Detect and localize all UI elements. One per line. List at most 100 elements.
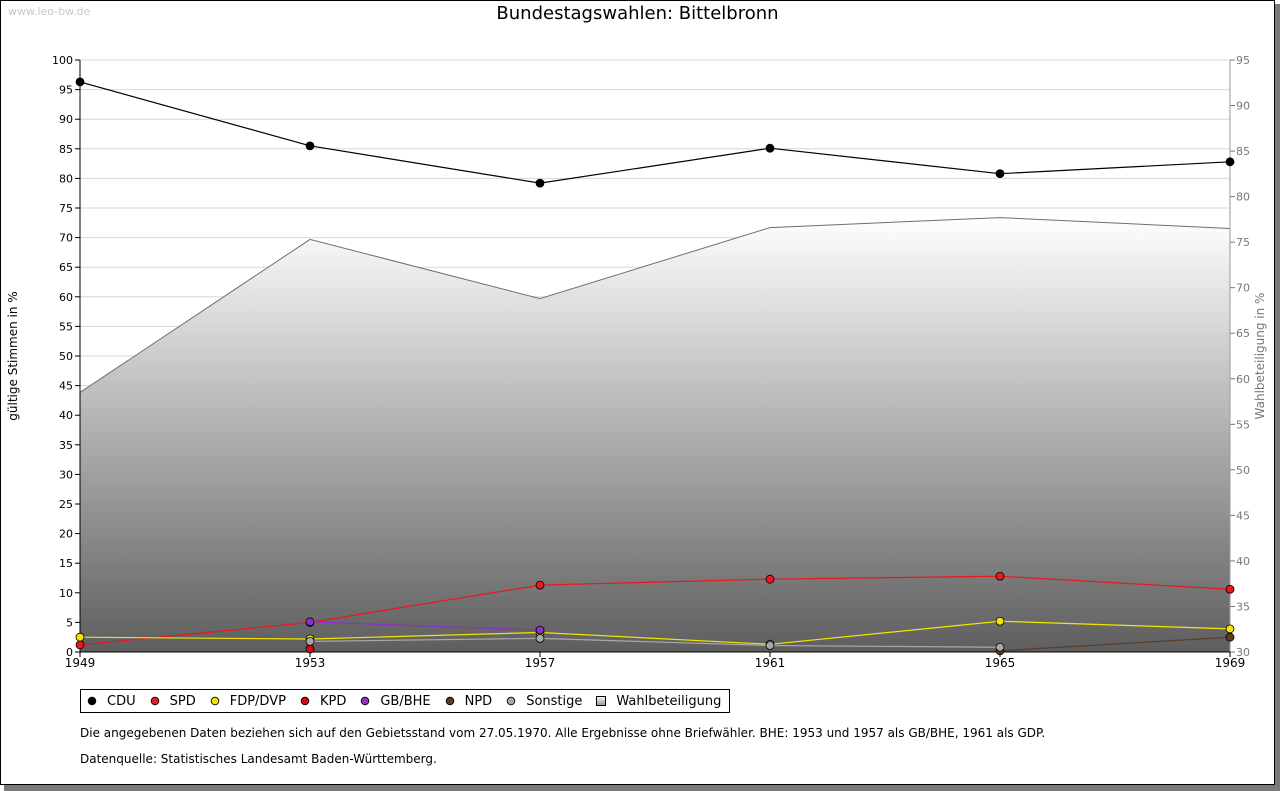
y-tick-label: 5 bbox=[66, 616, 73, 629]
legend-item-sonstige: Sonstige bbox=[506, 694, 582, 709]
y-tick-label: 65 bbox=[59, 261, 73, 274]
series-fdp-dvp-segment bbox=[309, 631, 541, 640]
series-cdu-point bbox=[1225, 157, 1235, 167]
y2-tick-label: 65 bbox=[1236, 327, 1250, 340]
turnout-area bbox=[79, 217, 1231, 652]
series-spd-point bbox=[995, 571, 1005, 581]
y2-tick-label: 50 bbox=[1236, 464, 1250, 477]
note-datenquelle: Datenquelle: Statistisches Landesamt Bad… bbox=[80, 752, 437, 766]
y-tick-label: 30 bbox=[59, 468, 73, 481]
legend-marker-gb-bhe bbox=[361, 696, 370, 706]
y-tick-label: 60 bbox=[59, 291, 73, 304]
series-npd-point bbox=[1225, 632, 1235, 642]
series-fdp-dvp-point bbox=[75, 632, 85, 642]
x-tick-label: 1965 bbox=[985, 656, 1016, 670]
legend-label-fdp-dvp: FDP/DVP bbox=[229, 693, 286, 709]
series-sonstige-segment bbox=[539, 637, 771, 647]
y2-tick-label: 85 bbox=[1236, 145, 1250, 158]
series-gb-bhe-point bbox=[535, 625, 545, 635]
series-cdu bbox=[75, 77, 1235, 188]
legend-marker-npd bbox=[445, 696, 454, 706]
series-npd-segment bbox=[999, 636, 1231, 652]
legend-item-gb-bhe: GB/BHE bbox=[360, 694, 431, 709]
y2-tick-label: 80 bbox=[1236, 191, 1250, 204]
series-sonstige-segment bbox=[769, 644, 1001, 648]
legend-marker-wahlbeteiligung bbox=[596, 696, 607, 706]
legend-item-cdu: CDU bbox=[87, 694, 136, 709]
y2-tick-label: 60 bbox=[1236, 373, 1250, 386]
y-tick-label: 80 bbox=[59, 172, 73, 185]
y-tick-label: 70 bbox=[59, 232, 73, 245]
turnout-area-line bbox=[79, 217, 1231, 393]
y2-tick-label: 30 bbox=[1236, 646, 1250, 659]
series-sonstige-point bbox=[765, 641, 775, 650]
y-tick-label: 55 bbox=[59, 320, 73, 333]
series-fdp-dvp-point bbox=[1225, 624, 1235, 634]
series-kpd-point bbox=[305, 644, 315, 654]
series-sonstige-point bbox=[995, 642, 1005, 652]
legend: CDU SPD FDP/DVP KPD GB/BHE NPD Sonstige Wahlbet… bbox=[80, 689, 731, 713]
y-tick-label: 85 bbox=[59, 143, 73, 156]
y-tick-label: 20 bbox=[59, 528, 73, 541]
legend-item-spd: SPD bbox=[150, 694, 196, 709]
y-tick-label: 95 bbox=[59, 84, 73, 97]
series-spd bbox=[75, 571, 1235, 650]
legend-marker-sonstige bbox=[506, 696, 516, 706]
series-cdu-point bbox=[75, 77, 85, 87]
series-sonstige bbox=[305, 633, 1005, 652]
y-tick-label: 15 bbox=[59, 557, 73, 570]
y-tick-label: 75 bbox=[59, 202, 73, 215]
series-lines bbox=[75, 77, 1235, 656]
legend-label-sonstige: Sonstige bbox=[526, 693, 583, 709]
chart-title: Bundestagswahlen: Bittelbronn bbox=[496, 3, 779, 24]
series-spd-segment bbox=[79, 621, 311, 646]
y-axis-label: gültige Stimmen in % bbox=[6, 291, 20, 420]
series-fdp-dvp-segment bbox=[79, 636, 311, 640]
legend-item-fdp-dvp: FDP/DVP bbox=[210, 694, 286, 709]
legend-label-wahlbeteiligung: Wahlbeteiligung bbox=[616, 693, 722, 709]
y-tick-label: 45 bbox=[59, 380, 73, 393]
series-sonstige-point bbox=[535, 633, 545, 643]
y-tick-label: 35 bbox=[59, 439, 73, 452]
legend-item-npd: NPD bbox=[445, 693, 493, 709]
series-gb-bhe-segment bbox=[309, 621, 541, 631]
y2-axis-label: Wahlbeteiligung in % bbox=[1253, 293, 1267, 420]
series-cdu-segment bbox=[79, 81, 311, 147]
legend-marker-fdp-dvp bbox=[210, 696, 219, 706]
series-fdp-dvp-segment bbox=[769, 620, 1001, 645]
legend-label-cdu: CDU bbox=[107, 693, 136, 709]
turnout-area-fill bbox=[80, 217, 1230, 652]
y2-tick-label: 70 bbox=[1236, 282, 1250, 295]
legend-item-wahlbeteiligung: Wahlbeteiligung bbox=[596, 694, 721, 709]
note-gebietsstand: Die angegebenen Daten beziehen sich auf … bbox=[80, 726, 1046, 740]
y2-tick-label: 35 bbox=[1236, 600, 1250, 613]
series-cdu-point bbox=[995, 169, 1005, 179]
y2-tick-label: 75 bbox=[1236, 236, 1250, 249]
x-tick-label: 1953 bbox=[295, 656, 326, 670]
series-spd-point bbox=[75, 640, 85, 650]
series-cdu-point bbox=[765, 143, 775, 153]
series-kpd bbox=[305, 644, 315, 654]
series-gb-bhe bbox=[305, 617, 545, 635]
series-spd-point bbox=[765, 574, 775, 584]
axes bbox=[75, 59, 1235, 657]
x-tick-label: 1957 bbox=[525, 656, 556, 670]
legend-item-kpd: KPD bbox=[300, 694, 346, 709]
series-gb-bhe-point bbox=[305, 617, 315, 627]
x-tick-label: 1949 bbox=[65, 656, 96, 670]
series-spd-segment bbox=[999, 575, 1231, 590]
x-tick-label: 1969 bbox=[1215, 656, 1246, 670]
y-tick-label: 90 bbox=[59, 113, 73, 126]
series-spd-segment bbox=[309, 584, 541, 623]
series-spd-segment bbox=[769, 575, 1001, 580]
legend-label-npd: NPD bbox=[464, 693, 493, 709]
y-tick-label: 100 bbox=[52, 54, 73, 67]
y2-tick-label: 90 bbox=[1236, 100, 1250, 113]
tick-labels: 0 5 10 15 20 25 30 35 40 45 50 55 60 65 70 75 80 85 90 95 10… bbox=[52, 54, 1250, 670]
series-spd-point bbox=[535, 580, 545, 590]
legend-label-kpd: KPD bbox=[319, 693, 347, 709]
legend-marker-spd bbox=[150, 696, 159, 706]
y2-tick-label: 95 bbox=[1236, 54, 1250, 67]
legend-marker-kpd bbox=[300, 696, 310, 706]
